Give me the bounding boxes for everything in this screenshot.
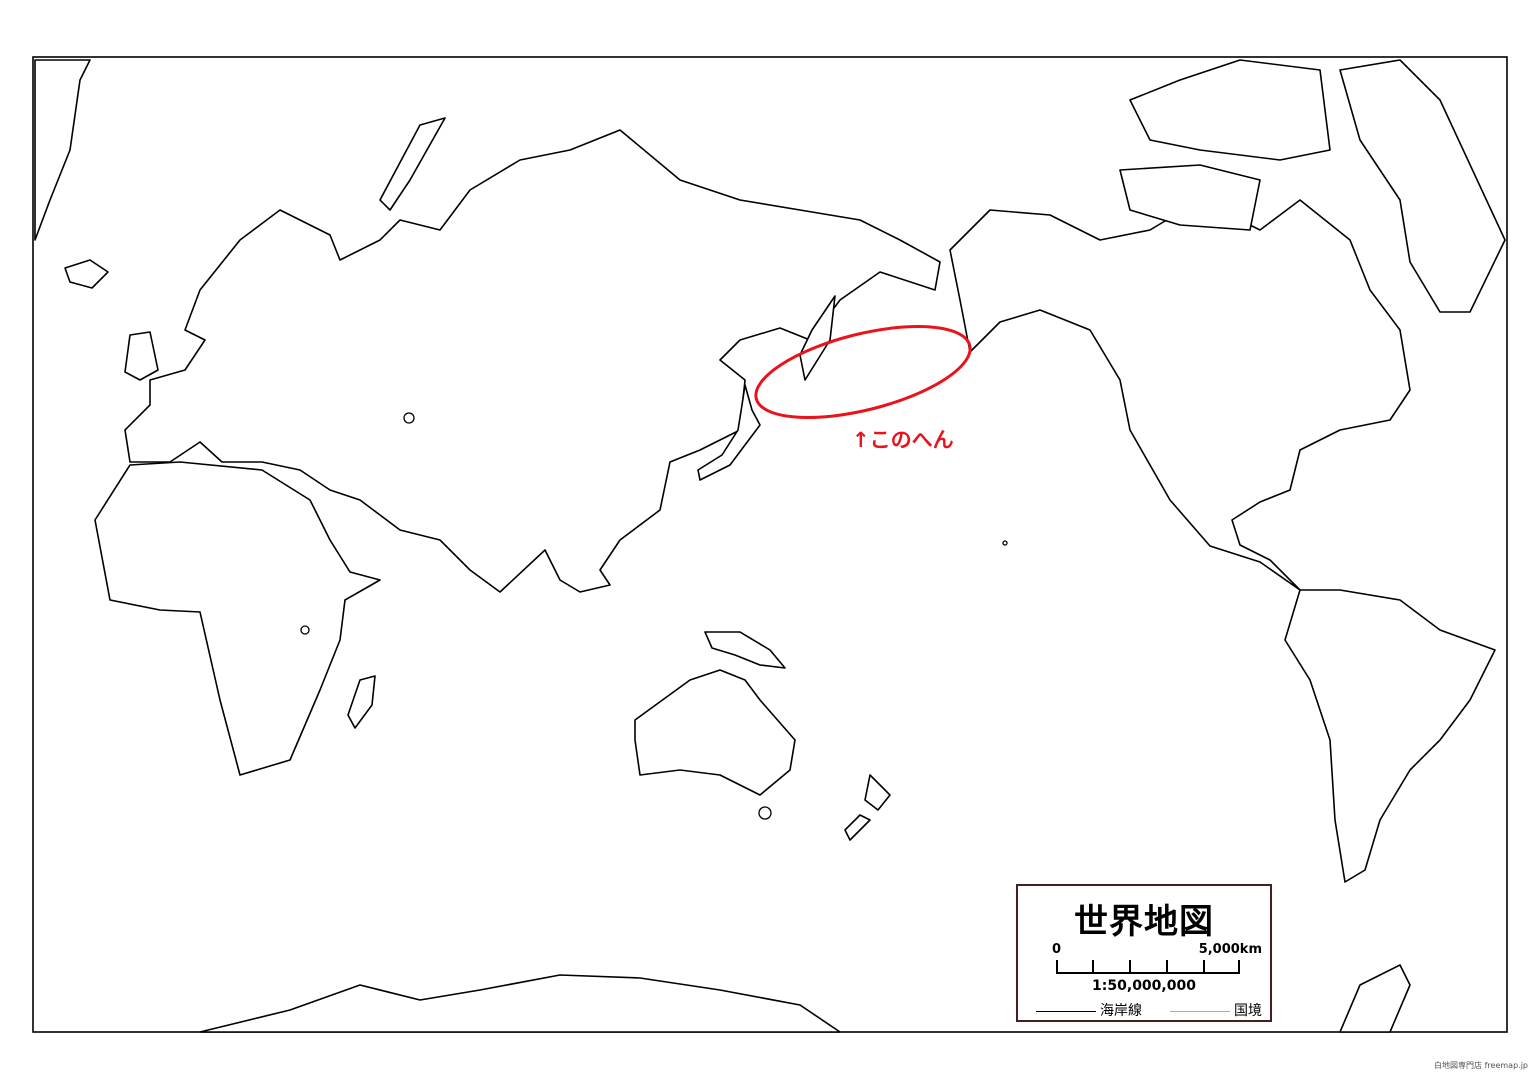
greenland <box>34 59 1506 313</box>
landmasses <box>34 59 1506 1033</box>
scale-start-label: 0 <box>1052 942 1062 957</box>
new-zealand <box>844 774 891 841</box>
iceland <box>64 259 109 289</box>
credit-text: 白地図専門店 freemap.jp <box>1434 1061 1528 1070</box>
border-swatch <box>1170 1010 1230 1012</box>
scale-bar <box>1056 960 1240 974</box>
kamchatka <box>799 295 836 381</box>
arctic-islands <box>1119 59 1331 231</box>
map-title: 世界地図 <box>1074 902 1214 942</box>
australia <box>634 669 796 796</box>
scale-ratio: 1:50,000,000 <box>1092 978 1196 994</box>
novaya-zemlya <box>379 117 446 211</box>
new-guinea <box>704 631 786 669</box>
coastline-label: 海岸線 <box>1100 1003 1142 1019</box>
antarctica <box>199 964 1411 1033</box>
map-legend: 世界地図 0 5,000km 1:50,000,000 海岸線 国境 <box>1016 884 1272 1022</box>
border-label: 国境 <box>1234 1003 1262 1019</box>
legend-coastline: 海岸線 <box>1036 1000 1142 1020</box>
coastline-swatch <box>1036 1010 1096 1012</box>
south-america <box>1284 589 1496 883</box>
africa <box>94 461 381 776</box>
scale-end-label: 5,000km <box>1198 942 1262 957</box>
highlight-ellipse <box>754 325 972 419</box>
japan <box>697 384 761 481</box>
legend-border: 国境 <box>1170 1000 1262 1020</box>
madagascar <box>347 675 376 729</box>
annotation-label: ↑このへん <box>852 428 954 452</box>
british-isles <box>124 331 159 381</box>
